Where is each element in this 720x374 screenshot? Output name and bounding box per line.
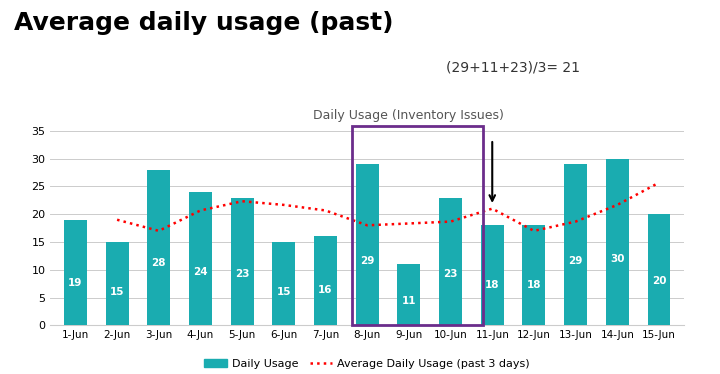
Bar (439, 197, 462, 325)
Text: 29: 29 (568, 256, 582, 266)
Bar (606, 159, 629, 325)
Bar (314, 236, 337, 325)
Text: 23: 23 (235, 269, 249, 279)
Text: Average daily usage (past): Average daily usage (past) (14, 11, 394, 35)
Text: 15: 15 (110, 287, 125, 297)
Text: 20: 20 (652, 276, 666, 286)
Text: 11: 11 (402, 296, 416, 306)
Bar (189, 192, 212, 325)
Text: 23: 23 (444, 269, 458, 279)
Text: 24: 24 (193, 267, 208, 277)
Bar (272, 242, 295, 325)
Text: 18: 18 (527, 280, 541, 290)
Text: 15: 15 (276, 287, 291, 297)
Bar (351, 126, 483, 325)
Text: 16: 16 (318, 285, 333, 295)
Legend: Daily Usage, Average Daily Usage (past 3 days): Daily Usage, Average Daily Usage (past 3… (200, 355, 534, 373)
Text: 18: 18 (485, 280, 500, 290)
Text: 19: 19 (68, 278, 83, 288)
Bar (356, 164, 379, 325)
Bar (564, 164, 587, 325)
Text: 29: 29 (360, 256, 374, 266)
Bar (148, 170, 170, 325)
Bar (230, 197, 253, 325)
Bar (397, 264, 420, 325)
Text: (29+11+23)/3= 21: (29+11+23)/3= 21 (446, 60, 580, 74)
Text: 30: 30 (610, 254, 624, 264)
Text: Daily Usage (Inventory Issues): Daily Usage (Inventory Issues) (313, 110, 504, 122)
Bar (523, 225, 546, 325)
Bar (64, 220, 87, 325)
Bar (647, 214, 670, 325)
Text: Average daily usage of pillow = 21: Average daily usage of pillow = 21 (428, 22, 688, 34)
Bar (481, 225, 504, 325)
Bar (106, 242, 129, 325)
Text: 28: 28 (151, 258, 166, 268)
